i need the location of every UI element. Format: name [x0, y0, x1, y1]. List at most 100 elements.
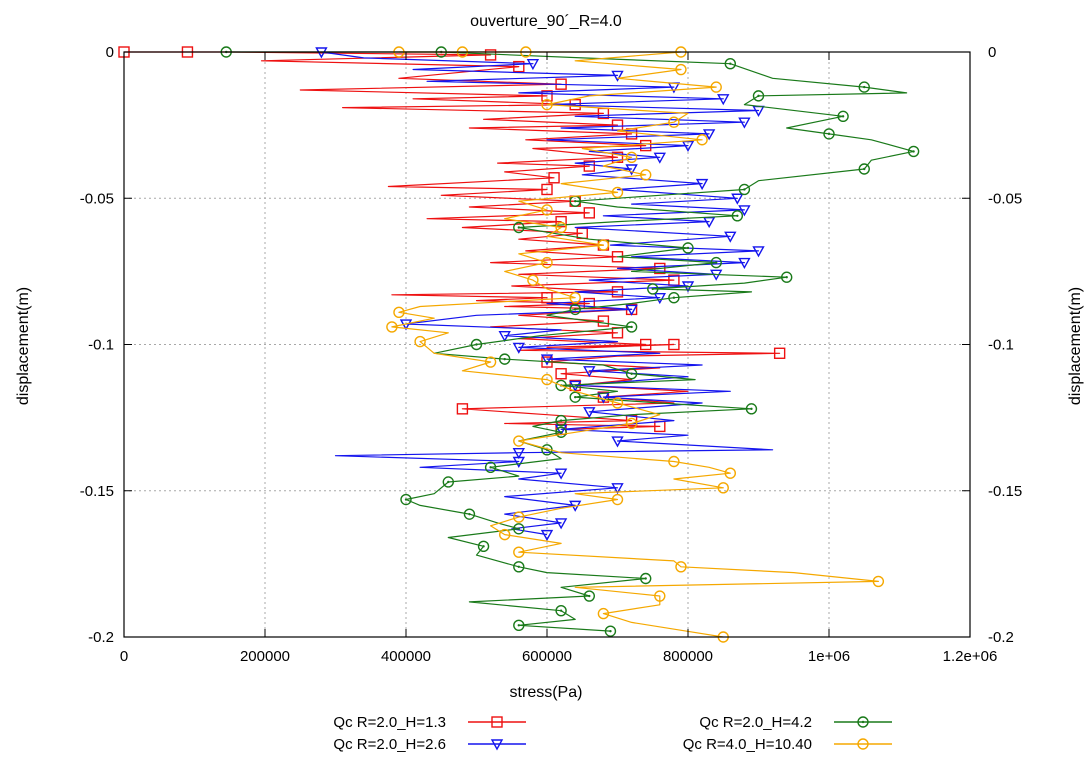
axes-layer: 0 200000 400000 600000 800000 1e+06 1.2e+060 0-… — [80, 44, 1022, 665]
series-0-point — [583, 160, 595, 172]
y2-tick-label: -0.1 — [988, 337, 1014, 354]
series-1-point — [738, 205, 751, 217]
legend-entry-3: Qc R=4.0_H=10.40 — [683, 736, 892, 753]
series-3-point — [724, 467, 736, 479]
series-2-point — [745, 403, 758, 415]
series-2-point-dot — [559, 419, 563, 422]
series-0-point — [456, 403, 469, 415]
series-0-point — [640, 139, 652, 152]
series-3-point — [513, 435, 525, 447]
legend-swatch-marker — [491, 716, 503, 728]
legend-swatch-marker — [490, 739, 504, 751]
series-2-point-dot — [785, 276, 788, 279]
legend-swatch-marker-dot — [861, 720, 865, 724]
y-tick-label: 0 — [106, 44, 114, 61]
series-2-point — [907, 145, 920, 158]
series-2-point — [569, 391, 581, 403]
series-0-point — [583, 207, 595, 219]
series-2-point — [484, 461, 497, 474]
series-2-point — [858, 81, 870, 93]
x-tick-label: 600000 — [522, 648, 572, 665]
series-1-point — [724, 231, 737, 243]
series-2-point — [499, 353, 511, 365]
series-2-point-dot — [574, 395, 577, 399]
series-2-point — [625, 321, 638, 333]
series-2-point-dot — [863, 167, 866, 171]
series-2-point — [738, 183, 751, 196]
series-2-point — [555, 379, 567, 392]
x-tick-label: 0 — [120, 648, 128, 665]
series-0-point — [625, 414, 638, 427]
series-3-point — [484, 356, 497, 368]
legend-label: Qc R=2.0_H=1.3 — [333, 714, 446, 731]
series-1-point — [583, 407, 596, 419]
series-line-1 — [321, 51, 774, 536]
series-2-point — [858, 163, 870, 175]
series-2-point-dot — [863, 85, 866, 89]
y-tick-label: -0.15 — [80, 483, 114, 500]
series-0-point — [583, 297, 595, 310]
series-2-point — [724, 58, 736, 70]
chart-title: ouverture_90´_R=4.0 — [470, 13, 622, 30]
y-tick-label: -0.2 — [88, 629, 114, 646]
x-tick-label: 200000 — [240, 648, 290, 665]
x-tick-label: 1e+06 — [808, 648, 850, 665]
series-3-point — [675, 63, 687, 76]
series-line-2 — [226, 51, 915, 632]
series-2-point-dot — [630, 325, 633, 329]
series-2-point — [442, 476, 454, 488]
series-3-point — [513, 546, 525, 558]
series-3-point — [541, 204, 553, 216]
series-2-point — [463, 508, 476, 520]
y-tick-label: -0.1 — [88, 337, 114, 354]
series-3-point — [393, 306, 405, 319]
legend: Qc R=2.0_H=1.3 Qc R=2.0_H=2.6 Qc R=2.0_H=4… — [333, 714, 892, 753]
y2-tick-label: -0.2 — [988, 629, 1014, 646]
series-3-point — [675, 561, 687, 573]
series-2-point-dot — [404, 498, 408, 501]
series-0-point — [597, 315, 610, 327]
series-2-point — [513, 523, 525, 535]
x-tick-label: 1.2e+06 — [943, 648, 998, 665]
series-3-point — [872, 575, 885, 588]
series-2-point — [625, 368, 638, 380]
y2-tick-label: 0 — [988, 44, 996, 61]
series-1-point — [611, 436, 624, 448]
series-2-point — [400, 493, 412, 506]
legend-swatch-marker — [857, 716, 869, 728]
legend-entry-0: Qc R=2.0_H=1.3 — [333, 714, 526, 731]
series-1-point — [526, 59, 540, 71]
series-3-point — [668, 116, 680, 128]
series-1-point — [702, 129, 716, 141]
series-3-point — [541, 373, 553, 386]
series-2-point — [513, 221, 525, 234]
series-2-point — [682, 242, 694, 254]
series-0-point — [640, 338, 652, 351]
series-3-point — [513, 511, 525, 523]
series-3-point — [710, 81, 722, 93]
y2-tick-label: -0.05 — [988, 190, 1022, 207]
series-3-point — [541, 98, 553, 111]
series-2-point — [731, 210, 744, 222]
series-1-point — [554, 518, 568, 530]
series-2-point-dot — [630, 372, 633, 375]
series-2-point — [837, 110, 849, 123]
series-3-point — [696, 134, 708, 146]
series-1-point — [738, 117, 751, 129]
series-1-point — [752, 246, 765, 258]
series-2-point — [513, 619, 525, 631]
x-tick-label: 800000 — [663, 648, 713, 665]
series-0-point — [611, 286, 624, 298]
series-3-point — [654, 590, 666, 602]
series-2-point-dot — [743, 188, 746, 191]
series-2-point — [470, 338, 483, 351]
series-1-point — [540, 354, 554, 366]
series-3-point — [625, 417, 638, 430]
legend-entry-2: Qc R=2.0_H=4.2 — [699, 714, 892, 731]
series-1-point — [731, 193, 744, 205]
series-2-point-dot — [686, 246, 690, 250]
series-3-point — [597, 239, 610, 251]
series-2-point-dot — [482, 545, 485, 548]
series-2-point-dot — [517, 624, 520, 627]
